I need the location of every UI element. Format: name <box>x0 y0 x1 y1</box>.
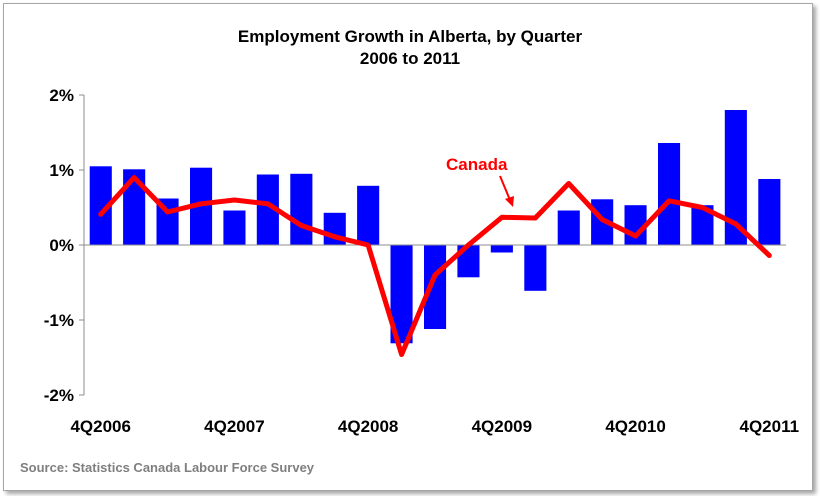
bar <box>691 205 714 245</box>
line-series-canada <box>98 175 772 357</box>
canada-arrowhead <box>505 196 514 207</box>
y-tick-label: -2% <box>44 386 74 405</box>
y-tick-label: -1% <box>44 311 74 330</box>
bar <box>557 210 580 245</box>
axis-tick-labels: 2% 1% 0% -1% -2% 4Q2006 4Q2007 4Q2008 4Q2009 4Q20… <box>44 86 799 436</box>
bar <box>390 245 413 344</box>
canada-label: Canada <box>446 155 508 174</box>
canada-arrow <box>499 175 511 201</box>
chart-subtitle: 2006 to 2011 <box>359 49 461 68</box>
bar <box>490 245 513 253</box>
x-tick-label: 4Q2009 <box>472 417 533 436</box>
y-tick-label: 2% <box>49 86 74 105</box>
bar <box>524 245 547 291</box>
bar <box>123 169 146 245</box>
x-tick-label: 4Q2008 <box>338 417 399 436</box>
chart-title: Employment Growth in Alberta, by Quarter <box>237 27 583 46</box>
chart-axes <box>79 94 786 396</box>
bar <box>724 110 747 245</box>
x-tick-label: 4Q2011 <box>740 417 800 436</box>
bar <box>223 210 246 245</box>
bar <box>758 179 781 245</box>
x-tick-label: 4Q2010 <box>605 417 666 436</box>
x-tick-label: 4Q2007 <box>204 417 265 436</box>
source-note: Source: Statistics Canada Labour Force S… <box>20 460 315 475</box>
bar <box>89 166 112 246</box>
chart-annotations: Canada <box>446 155 514 207</box>
bar <box>290 173 313 246</box>
bar <box>658 143 681 245</box>
line-series <box>98 175 772 357</box>
bar-series <box>89 110 781 344</box>
bar <box>357 185 380 246</box>
bar <box>424 245 447 329</box>
x-tick-label: 4Q2006 <box>70 417 131 436</box>
bar <box>256 174 279 245</box>
y-tick-label: 0% <box>49 236 74 255</box>
y-tick-label: 1% <box>49 161 74 180</box>
